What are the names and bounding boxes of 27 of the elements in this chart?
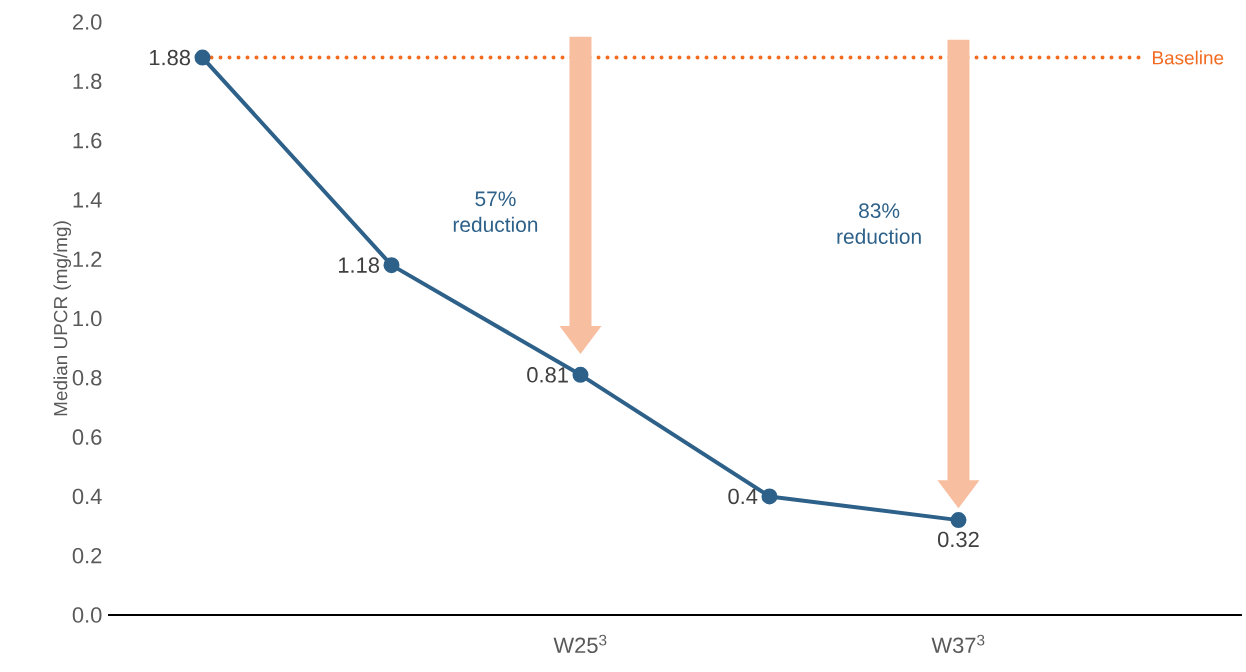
y-tick-label: 1.8 xyxy=(73,73,102,90)
y-tick-label: 0.8 xyxy=(72,370,102,386)
y-tick-label: 0.6 xyxy=(72,429,102,445)
y-tick-label: 1.4 xyxy=(73,192,102,208)
y-axis-title: Median UPCR (mg/mg) xyxy=(53,221,72,416)
data-label: 1.88 xyxy=(150,49,191,66)
y-tick-label: 1.0 xyxy=(73,310,102,327)
data-label: 0.4 xyxy=(728,488,758,505)
y-tick-label: 0.2 xyxy=(72,547,102,564)
x-tick-label: W37$^{3}$ xyxy=(931,634,985,654)
point xyxy=(761,488,778,505)
y-tick-label: 1.6 xyxy=(73,132,102,149)
data-label: 0.32 xyxy=(938,531,979,548)
annotation: 57% reduction xyxy=(453,191,538,233)
x-tick-label: W25$^{3}$ xyxy=(553,634,607,654)
y-tick-label: 2.0 xyxy=(73,14,102,30)
point xyxy=(194,49,211,66)
y-tick-label: 0.4 xyxy=(72,488,102,505)
ref-line-label: Baseline xyxy=(1153,50,1224,65)
data-label: 1.18 xyxy=(338,257,380,273)
point xyxy=(950,512,967,529)
annotation: 83% reduction xyxy=(837,203,921,244)
data-label: 0.81 xyxy=(527,367,568,383)
point xyxy=(383,257,400,274)
y-tick-label: 1.2 xyxy=(73,251,102,267)
y-tick-label: 0.0 xyxy=(72,607,102,623)
point xyxy=(572,366,589,383)
